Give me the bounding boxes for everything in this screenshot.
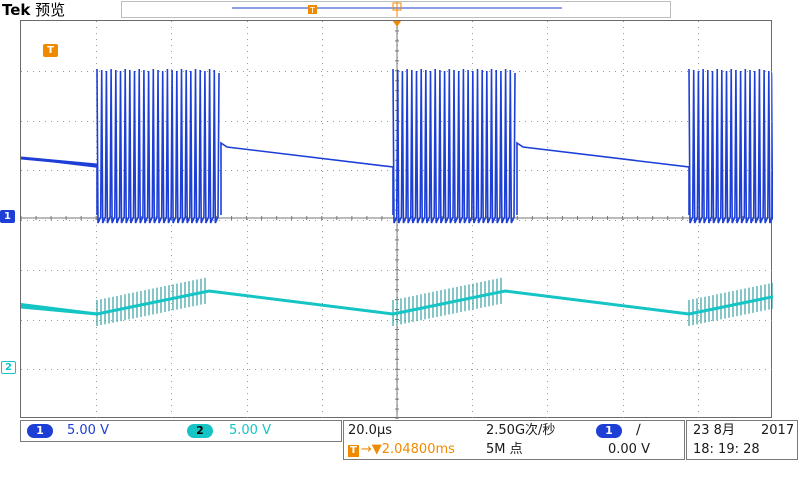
timebase: 20.0µs [348,423,392,438]
trigger-source-badge[interactable]: 1 [596,424,622,438]
brand-label: Tek 预览 [2,0,65,20]
ch1-waveform [21,68,773,224]
svg-text:T: T [309,6,315,15]
status-bar: 1 5.00 V 2 5.00 V 20.0µs 2.50G次/秒 1 ∕ T →… [0,419,800,480]
date: 23 8月 [693,423,735,438]
graticule [21,21,773,419]
trigger-level: 0.00 V [608,442,650,457]
record-overview-graphic: T [232,2,562,17]
overview-trigger-marker [308,5,317,14]
year: 2017 [761,423,795,438]
datetime-readout: 23 8月 2017 18: 19: 28 [686,420,798,460]
trigger-position-value: 2.04800ms [381,442,455,457]
ch2-ground-marker[interactable]: 2 [1,361,16,374]
ch2-waveform-lead [21,305,98,316]
channel-readout: 1 5.00 V 2 5.00 V [20,420,342,442]
record-overview[interactable]: T [121,1,671,18]
ch1-waveform-lead [21,156,98,167]
trigger-time-marker [393,21,401,27]
trigger-position-arrow: →▼ [360,442,382,457]
top-bar: Tek 预览 T [0,0,800,20]
ch1-scale: 5.00 V [67,423,109,438]
record-length: 5M 点 [486,442,523,457]
ch2-waveform-spikes [96,277,773,326]
acquisition-readout: 20.0µs 2.50G次/秒 1 ∕ T →▼2.04800ms 5M 点 0.… [343,420,685,460]
trigger-position-readout: T →▼2.04800ms [348,442,455,458]
time: 18: 19: 28 [693,442,760,457]
ch2-scale: 5.00 V [229,423,271,438]
ch2-waveform [21,289,773,316]
ch1-badge[interactable]: 1 [27,424,53,438]
trigger-position-marker[interactable]: T [43,44,58,57]
sample-rate: 2.50G次/秒 [486,423,556,438]
acquisition-mode: 预览 [35,1,66,19]
trigger-slope-icon: ∕ [636,422,641,438]
trigger-position-icon: T [348,445,359,457]
waveform-display[interactable]: T [20,20,773,419]
ch2-badge[interactable]: 2 [187,424,213,438]
ch1-ground-marker[interactable]: 1 [0,210,15,223]
brand-logo: Tek [2,1,31,19]
